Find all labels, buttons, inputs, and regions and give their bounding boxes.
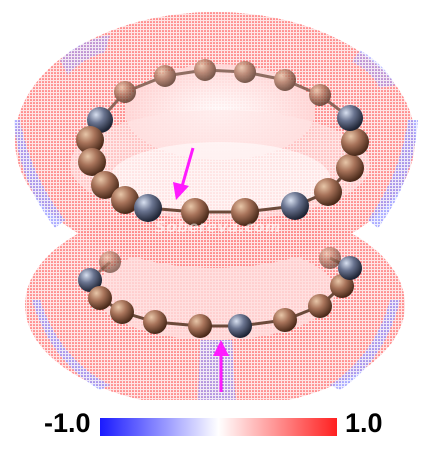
- lower-ring-atoms: [78, 247, 362, 338]
- watermark-text: Sobereva.com: [155, 218, 282, 236]
- arrow-lower: [213, 340, 229, 392]
- upper-torus-surface: [14, 12, 418, 268]
- color-scale-bar: -1.0 1.0: [0, 404, 446, 450]
- molecular-surface-render: [14, 12, 418, 400]
- colorbar-min-label: -1.0: [44, 408, 91, 438]
- arrow-upper: [173, 147, 195, 200]
- colorbar-max-label: 1.0: [345, 408, 383, 438]
- colorbar-gradient: [100, 418, 337, 436]
- upper-ring-front-atoms: [76, 105, 369, 226]
- upper-ring-back-atoms: [98, 59, 351, 121]
